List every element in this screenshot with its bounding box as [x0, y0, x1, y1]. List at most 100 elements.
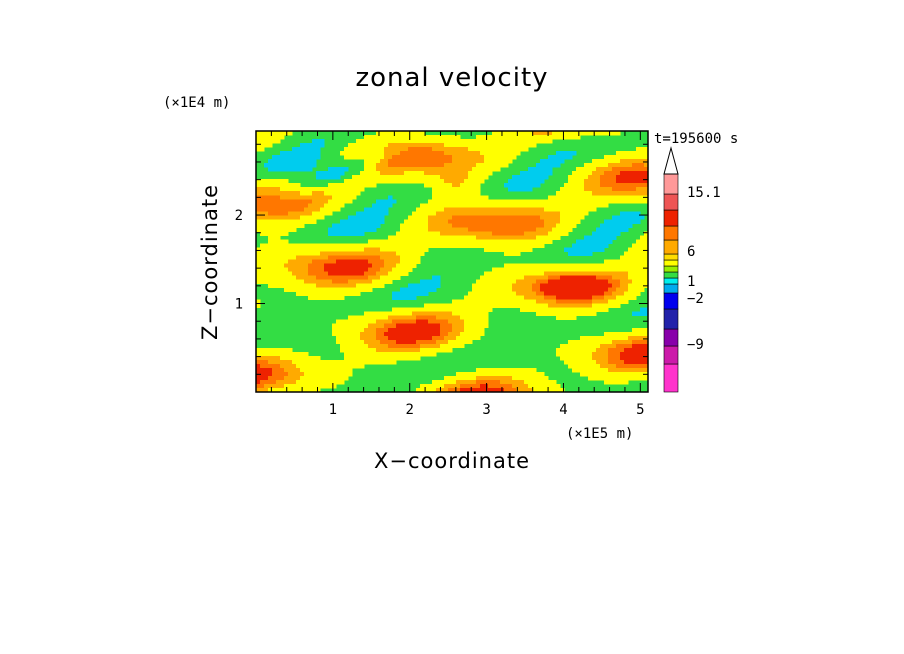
field-cell: [504, 151, 509, 156]
field-cell: [400, 267, 405, 272]
field-cell: [388, 243, 393, 248]
field-cell: [560, 303, 565, 309]
field-cell: [452, 175, 457, 180]
field-cell: [300, 255, 305, 260]
field-cell: [532, 199, 537, 204]
field-cell: [388, 347, 393, 353]
field-cell: [548, 287, 553, 293]
field-cell: [280, 267, 285, 272]
field-cell: [576, 307, 581, 313]
field-cell: [296, 203, 301, 208]
field-cell: [600, 279, 605, 284]
field-cell: [580, 263, 585, 268]
field-cell: [272, 231, 277, 236]
field-cell: [504, 207, 509, 212]
field-cell: [384, 147, 389, 152]
field-cell: [368, 287, 373, 293]
field-cell: [448, 343, 453, 349]
field-cell: [272, 219, 277, 224]
field-cell: [300, 211, 305, 216]
field-cell: [536, 279, 541, 284]
field-cell: [272, 275, 277, 280]
field-cell: [432, 379, 437, 385]
field-cell: [520, 263, 525, 268]
field-cell: [392, 263, 397, 268]
field-cell: [476, 211, 481, 216]
field-cell: [508, 135, 513, 140]
field-cell: [504, 263, 509, 268]
field-cell: [272, 283, 277, 288]
field-cell: [388, 263, 393, 268]
field-cell: [432, 339, 437, 345]
field-cell: [400, 255, 405, 260]
field-cell: [500, 155, 505, 160]
x-tick-label: 3: [482, 402, 490, 418]
field-cell: [268, 139, 273, 144]
field-cell: [300, 275, 305, 280]
field-cell: [468, 319, 473, 325]
field-cell: [256, 359, 261, 365]
field-cell: [480, 203, 485, 208]
field-cell: [432, 155, 437, 160]
field-cell: [476, 375, 481, 381]
field-cell: [616, 331, 621, 337]
field-cell: [384, 251, 389, 256]
field-cell: [628, 335, 633, 341]
field-cell: [400, 155, 405, 160]
field-cell: [416, 235, 421, 240]
field-cell: [372, 135, 377, 140]
field-cell: [608, 163, 613, 168]
field-cell: [608, 219, 613, 224]
field-cell: [304, 191, 309, 196]
field-cell: [372, 243, 377, 248]
field-cell: [464, 207, 469, 212]
field-cell: [440, 207, 445, 212]
field-cell: [276, 215, 281, 220]
field-cell: [592, 231, 597, 236]
field-cell: [416, 131, 421, 136]
field-cell: [504, 231, 509, 236]
field-cell: [476, 311, 481, 317]
field-cell: [372, 275, 377, 280]
field-cell: [300, 371, 305, 377]
field-cell: [584, 171, 589, 176]
field-cell: [508, 231, 513, 236]
field-cell: [272, 387, 277, 393]
field-cell: [400, 167, 405, 172]
field-cell: [604, 283, 609, 288]
field-cell: [376, 159, 381, 164]
field-cell: [588, 287, 593, 293]
field-cell: [372, 283, 377, 288]
field-cell: [348, 155, 353, 160]
field-cell: [524, 279, 529, 284]
field-cell: [352, 351, 357, 357]
field-cell: [572, 207, 577, 212]
field-cell: [312, 163, 317, 168]
field-cell: [444, 327, 449, 333]
field-cell: [332, 291, 337, 297]
field-cell: [356, 279, 361, 284]
field-cell: [436, 275, 441, 280]
field-cell: [556, 231, 561, 236]
field-cell: [340, 251, 345, 256]
field-cell: [292, 363, 297, 369]
field-cell: [612, 347, 617, 353]
field-cell: [256, 131, 261, 136]
field-cell: [516, 223, 521, 228]
field-cell: [288, 363, 293, 369]
field-cell: [304, 215, 309, 220]
field-cell: [304, 247, 309, 252]
field-cell: [476, 331, 481, 337]
field-cell: [476, 199, 481, 204]
field-cell: [256, 275, 261, 280]
field-cell: [632, 267, 637, 272]
field-cell: [336, 291, 341, 297]
field-cell: [264, 367, 269, 373]
field-cell: [428, 287, 433, 293]
field-cell: [468, 331, 473, 337]
field-cell: [436, 139, 441, 144]
field-cell: [440, 163, 445, 168]
field-cell: [400, 235, 405, 240]
field-cell: [336, 287, 341, 293]
field-cell: [348, 279, 353, 284]
